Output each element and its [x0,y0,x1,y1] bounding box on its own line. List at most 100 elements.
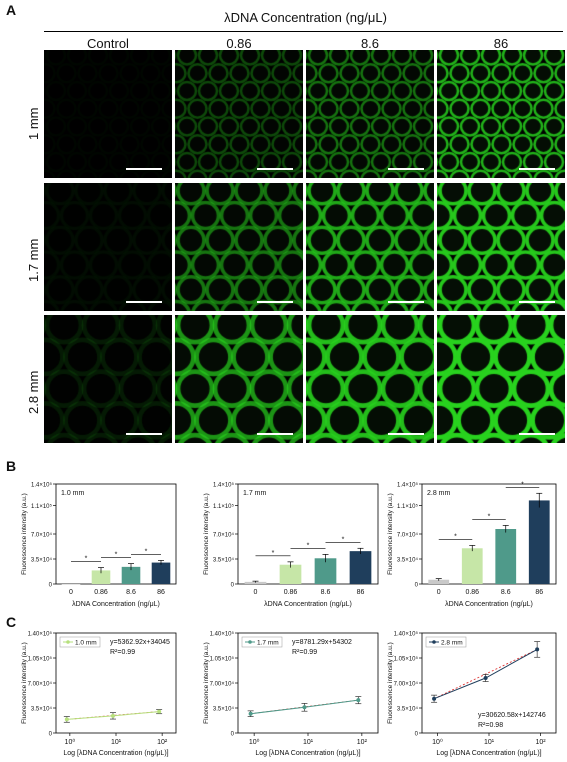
panel-c-letter: C [6,614,17,630]
col-label-86: 86 [493,36,509,51]
data-point [535,647,540,652]
fit-equation: y=30620.58x+142746 [478,712,546,719]
scale-bar [519,433,555,435]
bar [121,566,141,584]
micrograph-2-0 [44,315,172,443]
x-tick-label: 10¹ [484,739,495,746]
x-axis-label: Log [λDNA Concentration (ng/μL)] [436,750,541,757]
y-tick-label: 0 [231,732,235,738]
bar [279,564,302,584]
y-tick-label: 1.40×10⁵ [210,631,235,638]
micrograph-2-2 [306,315,434,443]
y-tick-label: 1.1×10⁵ [31,503,53,510]
y-tick-label: 3.5×10⁴ [397,557,419,564]
chart-label: 1.7 mm [243,490,267,497]
legend-marker [432,640,436,644]
y-tick-label: 1.4×10⁵ [213,482,235,489]
bar [91,570,111,584]
x-tick-label: 8.6 [501,589,511,596]
micrograph-0-1 [175,50,303,178]
x-tick-label: 10⁰ [249,738,260,746]
scale-bar [519,168,555,170]
y-tick-label: 1.05×10⁵ [28,656,53,663]
bar [461,548,483,584]
data-point [248,711,253,716]
data-point [64,717,69,722]
data-point [356,698,361,703]
y-tick-label: 0 [49,732,53,738]
legend-box [241,636,283,648]
legend-label: 2.8 mm [441,640,463,647]
significance-star: * [307,542,310,549]
x-axis-label: λDNA Concentration (ng/μL) [445,601,533,608]
significance-star: * [145,548,148,555]
chart-label: 1.0 mm [61,490,85,497]
panel-a-title: λDNA Concentration (ng/μL) [224,10,387,25]
fit-equation: y=8781.29x+54302 [292,639,352,646]
y-axis-label: Fluorescence intensity (a.u.) [203,642,210,724]
x-tick-label: 0.86 [284,589,298,596]
y-tick-label: 1.4×10⁵ [31,482,53,489]
scale-bar [257,301,293,303]
y-tick-label: 7.00×10⁴ [28,681,53,688]
significance-star: * [454,533,457,540]
line-chart-2: 0 3.5×10⁴ 7.00×10⁴ 1.05×10⁵ 1.40×10⁵ 10⁰ 10¹ 10… [387,631,557,757]
x-tick-label: 86 [357,589,365,596]
micrograph-2-3 [437,315,565,443]
x-tick-label: 0 [254,589,258,596]
y-tick-label: 7.0×10⁴ [397,532,419,539]
y-tick-label: 3.5×10⁴ [213,557,235,564]
fit-r2: R²=0.99 [292,649,317,656]
y-tick-label: 0 [231,583,235,589]
legend-marker [66,640,70,644]
x-tick-label: 10¹ [303,739,314,746]
y-tick-label: 1.4×10⁵ [397,482,419,489]
data-point [157,709,162,714]
x-tick-label: 8.6 [321,589,331,596]
x-axis-label: λDNA Concentration (ng/μL) [72,601,160,608]
y-tick-label: 1.1×10⁵ [213,503,235,510]
bar [244,581,267,584]
panel-a-title-rule [44,31,563,32]
y-axis-label: Fluorescence intensity (a.u.) [21,493,28,575]
bar [495,529,517,584]
micrograph-0-3 [437,50,565,178]
y-tick-label: 0 [49,583,53,589]
x-axis-label: Log [λDNA Concentration (ng/μL)] [255,750,360,757]
line-chart-frame [55,632,177,734]
significance-star: * [272,550,275,557]
fit-r2: R²=0.99 [110,649,135,656]
y-tick-label: 3.5×10⁴ [31,706,53,713]
y-tick-label: 1.40×10⁵ [28,631,53,638]
scale-bar [126,301,162,303]
micrograph-1-1 [175,183,303,311]
y-tick-label: 1.05×10⁵ [394,656,419,663]
x-tick-label: 86 [157,589,165,596]
y-axis-label: Fluorescence intensity (a.u.) [387,493,394,575]
bar [428,579,450,584]
micrograph-1-2 [306,183,434,311]
fit-equation: y=5362.92x+34045 [110,639,170,646]
micrograph-1-0 [44,183,172,311]
y-axis-label: Fluorescence intensity (a.u.) [203,493,210,575]
x-tick-label: 0 [69,589,73,596]
bar [528,500,550,584]
y-tick-label: 1.40×10⁵ [394,631,419,638]
data-point [302,705,307,710]
scale-bar [257,168,293,170]
legend-box [425,636,467,648]
bar-chart-1: 0 3.5×10⁴ 7.0×10⁴ 1.1×10⁵ 1.4×10⁵Fluorescenc… [203,482,379,608]
line-chart-0: 0 3.5×10⁴ 7.00×10⁴ 1.05×10⁵ 1.40×10⁵ 10⁰ 10¹ 10… [21,631,177,757]
fit-line [433,649,538,700]
panel-a-letter: A [6,2,17,18]
bar-charts: 03.5×10⁴7.0×10⁴1.1×10⁵1.4×10⁵Fluorescenc… [21,481,557,608]
data-point [110,713,115,718]
significance-star: * [342,536,345,543]
legend-box [59,636,101,648]
y-axis-label: Fluorescence intensity (a.u.) [387,642,394,724]
y-tick-label: 0 [415,732,419,738]
col-label-0-86: 0.86 [226,36,252,51]
scale-bar [126,433,162,435]
significance-star: * [115,552,118,559]
scale-bar [388,301,424,303]
